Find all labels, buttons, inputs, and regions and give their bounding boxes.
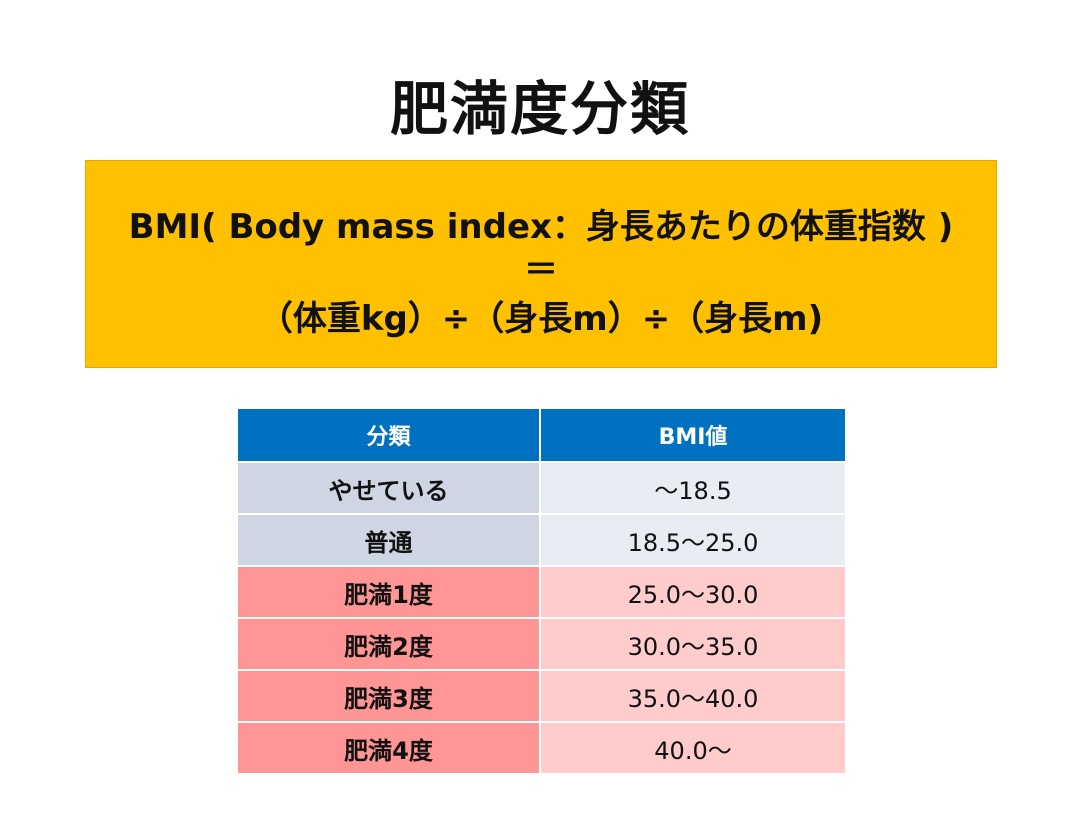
bmi-value-cell: 30.0～35.0	[539, 617, 847, 671]
category-cell: 肥満1度	[236, 565, 541, 619]
table-header-row: 分類 BMI値	[236, 407, 847, 463]
table-row: 肥満3度 35.0～40.0	[236, 669, 847, 723]
bmi-value-cell: 25.0～30.0	[539, 565, 847, 619]
table-row: 肥満4度 40.0～	[236, 721, 847, 775]
formula-equals: ＝	[524, 250, 558, 290]
category-cell: 普通	[236, 513, 541, 567]
table-row: 肥満2度 30.0～35.0	[236, 617, 847, 671]
page-title: 肥満度分類	[389, 75, 690, 143]
category-cell: 肥満4度	[236, 721, 541, 775]
bmi-formula-box: BMI( Body mass index：身長あたりの体重指数 ) ＝ （体重k…	[85, 160, 997, 368]
bmi-value-cell: 18.5～25.0	[539, 513, 847, 567]
category-cell: 肥満3度	[236, 669, 541, 723]
column-header-bmi: BMI値	[539, 407, 847, 463]
table-row: 肥満1度 25.0～30.0	[236, 565, 847, 619]
category-cell: やせている	[236, 461, 541, 515]
table-row: やせている ～18.5	[236, 461, 847, 515]
category-cell: 肥満2度	[236, 617, 541, 671]
bmi-value-cell: 40.0～	[539, 721, 847, 775]
formula-calculation: （体重kg）÷（身長m）÷（身長m)	[258, 299, 824, 339]
bmi-value-cell: ～18.5	[539, 461, 847, 515]
formula-definition: BMI( Body mass index：身長あたりの体重指数 )	[128, 207, 954, 247]
bmi-classification-table: 分類 BMI値 やせている ～18.5 普通 18.5～25.0 肥満1度 25…	[236, 407, 847, 775]
table-row: 普通 18.5～25.0	[236, 513, 847, 567]
bmi-value-cell: 35.0～40.0	[539, 669, 847, 723]
column-header-category: 分類	[236, 407, 541, 463]
